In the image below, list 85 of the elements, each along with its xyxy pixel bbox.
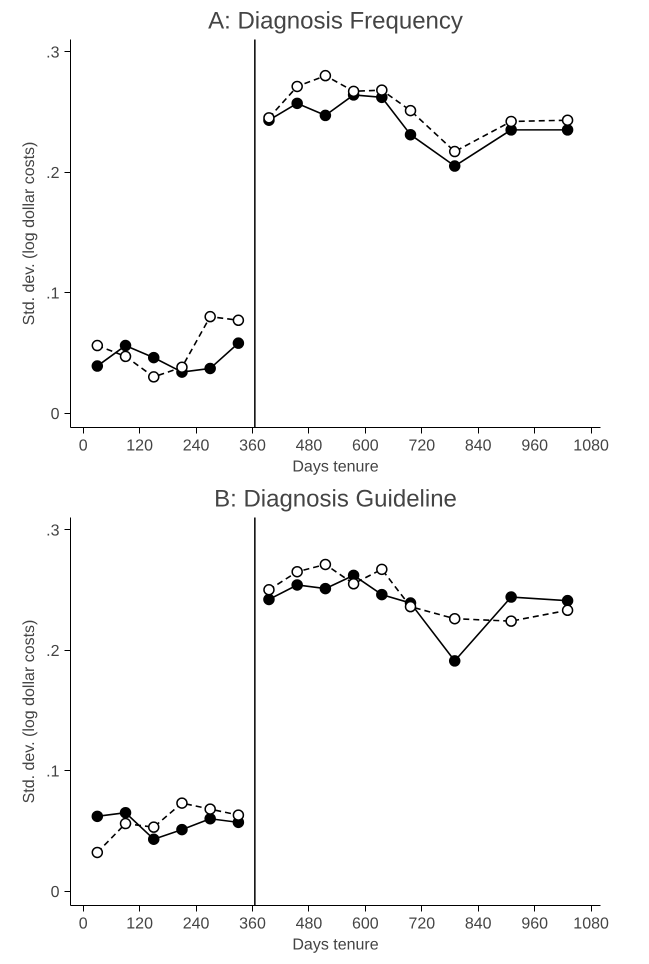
point [320,110,332,122]
point [348,578,360,590]
point [505,116,517,128]
point [376,84,388,96]
point [92,340,104,352]
x-tick-label: 480 [296,438,322,454]
point [204,362,216,374]
y-tick-label: .2 [46,165,60,182]
x-tick-label: 120 [126,438,154,454]
point [376,588,388,600]
point [291,80,303,92]
x-tick-label: 840 [464,916,492,932]
point [562,604,574,616]
y-tick-label: .2 [46,643,60,660]
y-tick-label: .1 [46,764,60,781]
point [120,818,132,830]
point [176,824,188,836]
point [320,70,332,82]
point [176,797,188,809]
x-tick-label: 480 [296,916,322,932]
point [92,810,104,822]
x-axis-title: Days tenure [292,458,379,476]
point [120,340,132,352]
point [448,655,460,667]
point [263,594,275,606]
point [232,314,244,326]
point [448,612,460,624]
x-tick-label: 240 [182,438,210,454]
x-tick-label: 720 [408,916,436,932]
x-tick-label: 0 [78,916,88,932]
y-tick-label: .3 [46,522,60,540]
point [148,352,160,364]
y-axis-title: Std. dev. (log dollar costs) [21,142,38,326]
point [204,813,216,824]
x-tick-label: 360 [239,438,266,454]
x-tick-label: 0 [78,438,88,454]
x-tick-label: 840 [464,438,492,454]
point [291,98,303,110]
point [404,128,416,140]
point [376,564,388,576]
point [505,591,517,603]
point [204,310,216,322]
point [232,337,244,349]
x-tick-label: 360 [239,916,266,932]
point [148,371,160,383]
point [204,803,216,815]
y-tick-label: .3 [46,44,60,62]
chart-title: A: Diagnosis Frequency [208,8,463,34]
x-tick-label: 1080 [573,438,609,454]
x-tick-label: 960 [521,438,548,454]
point [320,558,332,570]
x-tick-label: 120 [126,916,154,932]
x-tick-label: 600 [352,916,379,932]
point [232,809,244,821]
point [562,124,574,136]
point [120,806,132,818]
point [320,582,332,594]
point [148,833,160,845]
point [120,350,132,362]
point [448,146,460,158]
x-tick-label: 720 [408,438,436,454]
x-tick-label: 960 [521,916,548,932]
y-tick-label: 0 [50,406,60,424]
chart-title: B: Diagnosis Guideline [214,486,457,512]
x-axis-title: Days tenure [292,936,379,954]
x-tick-label: 240 [182,916,210,932]
point [562,594,574,606]
point [176,362,188,373]
point [404,104,416,116]
y-axis-title: Std. dev. (log dollar costs) [21,620,38,804]
x-tick-label: 1080 [573,916,609,932]
point [348,86,360,98]
point [562,114,574,126]
point [291,566,303,578]
point [404,600,416,612]
y-tick-label: 0 [50,884,60,902]
point [263,584,275,596]
point [291,579,303,591]
point [92,360,104,372]
y-tick-label: .1 [46,286,60,303]
point [448,160,460,172]
point [92,846,104,858]
point [148,821,160,833]
x-tick-label: 600 [352,438,379,454]
point [505,615,517,627]
